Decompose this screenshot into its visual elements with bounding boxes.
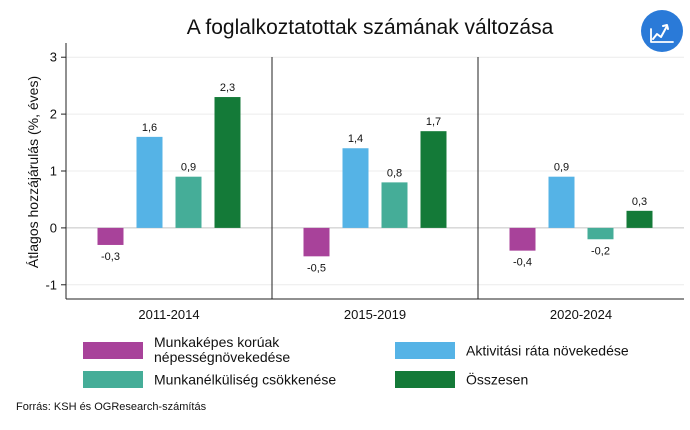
data-label: 1,7 bbox=[426, 116, 441, 128]
data-label: 2,3 bbox=[220, 82, 235, 94]
y-tick-label: 2 bbox=[50, 107, 57, 122]
chart-title: A foglalkoztatottak számának változása bbox=[187, 16, 554, 39]
source-note: Forrás: KSH és OGResearch-számítás bbox=[16, 401, 207, 413]
data-labels: -0,3 1,6 0,9 2,3 -0,5 1,4 0,8 1,7 -0,4 0,9 -0,2 0,3 bbox=[101, 82, 647, 274]
brand-badge-circle bbox=[641, 10, 683, 52]
bar bbox=[136, 136, 163, 228]
bar bbox=[342, 148, 369, 228]
legend-swatch bbox=[395, 371, 455, 388]
trend-line-icon bbox=[650, 24, 674, 43]
legend-swatch bbox=[83, 371, 143, 388]
x-tick-label: 2011-2014 bbox=[138, 307, 199, 322]
bar bbox=[214, 97, 241, 228]
data-label: 0,3 bbox=[632, 196, 647, 208]
data-label: 0,9 bbox=[181, 162, 196, 174]
bar bbox=[420, 131, 447, 228]
legend-swatch bbox=[395, 342, 455, 359]
data-label: -0,4 bbox=[513, 257, 532, 269]
data-label: -0,2 bbox=[591, 245, 610, 257]
y-tick-labels: -1 0 1 2 3 bbox=[45, 50, 57, 293]
y-tick-label: 3 bbox=[50, 50, 57, 65]
data-label: 1,4 bbox=[348, 133, 363, 145]
legend-label: Munkaképes korúak bbox=[154, 334, 280, 350]
legend-label: Munkanélküliség csökkenése bbox=[154, 372, 336, 388]
legend-label: Összesen bbox=[466, 371, 528, 388]
data-label: -0,5 bbox=[307, 262, 326, 274]
bar bbox=[587, 227, 614, 240]
y-tick-label: 1 bbox=[50, 164, 57, 179]
bar bbox=[97, 227, 124, 245]
y-axis-label: Átlagos hozzájárulás (%, éves) bbox=[25, 76, 41, 268]
bars bbox=[97, 97, 653, 257]
data-label: 1,6 bbox=[142, 122, 157, 134]
legend-swatch bbox=[83, 342, 143, 359]
y-tick-label: -1 bbox=[45, 277, 57, 292]
x-tick-label: 2015-2019 bbox=[344, 307, 406, 322]
legend-label: népességnövekedése bbox=[154, 349, 290, 365]
axes bbox=[61, 43, 684, 300]
bar bbox=[509, 227, 536, 251]
bar bbox=[381, 182, 408, 228]
data-label: 0,9 bbox=[554, 162, 569, 174]
gridlines bbox=[66, 56, 684, 286]
brand-badge bbox=[641, 10, 683, 52]
x-tick-labels: 2011-2014 2015-2019 2020-2024 bbox=[138, 307, 612, 322]
legend-label: Aktivitási ráta növekedése bbox=[466, 343, 629, 359]
bar bbox=[175, 176, 202, 228]
data-label: 0,8 bbox=[387, 167, 402, 179]
x-tick-label: 2020-2024 bbox=[550, 307, 612, 322]
bar bbox=[548, 176, 575, 228]
y-tick-label: 0 bbox=[50, 220, 57, 235]
bar bbox=[626, 210, 653, 228]
data-label: -0,3 bbox=[101, 251, 120, 263]
bar bbox=[303, 227, 330, 257]
